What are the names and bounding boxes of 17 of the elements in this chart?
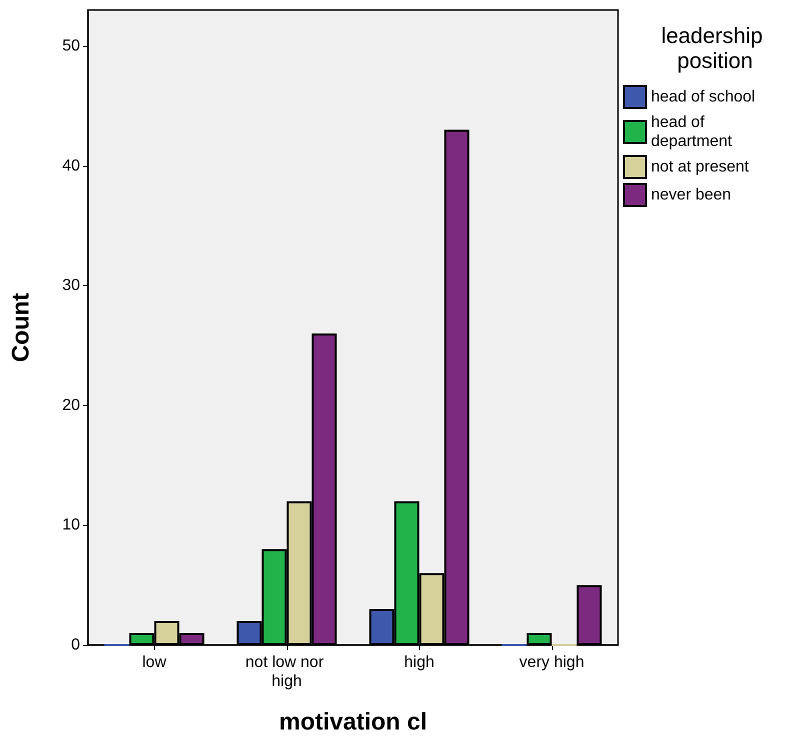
x-tick-label: low xyxy=(142,654,167,671)
legend-title: leadership position xyxy=(661,23,769,73)
legend-label: never been xyxy=(651,186,732,204)
y-axis-title: Count xyxy=(8,292,34,362)
y-tick-label: 10 xyxy=(62,516,80,534)
y-tick-label: 50 xyxy=(62,37,80,54)
legend-label: not at present xyxy=(651,158,750,176)
y-tick-label: 0 xyxy=(71,636,80,654)
legend-label: head of department xyxy=(651,114,732,150)
legend-label: head of school xyxy=(651,88,756,106)
x-tick-label: not low nor high xyxy=(245,654,328,690)
x-tick-label: very high xyxy=(519,654,584,671)
x-axis-title: motivation cl xyxy=(278,708,428,736)
x-tick-label: high xyxy=(404,654,434,671)
y-tick-label: 40 xyxy=(62,157,80,174)
y-tick-label: 20 xyxy=(62,396,80,414)
y-tick-label: 30 xyxy=(62,277,80,294)
